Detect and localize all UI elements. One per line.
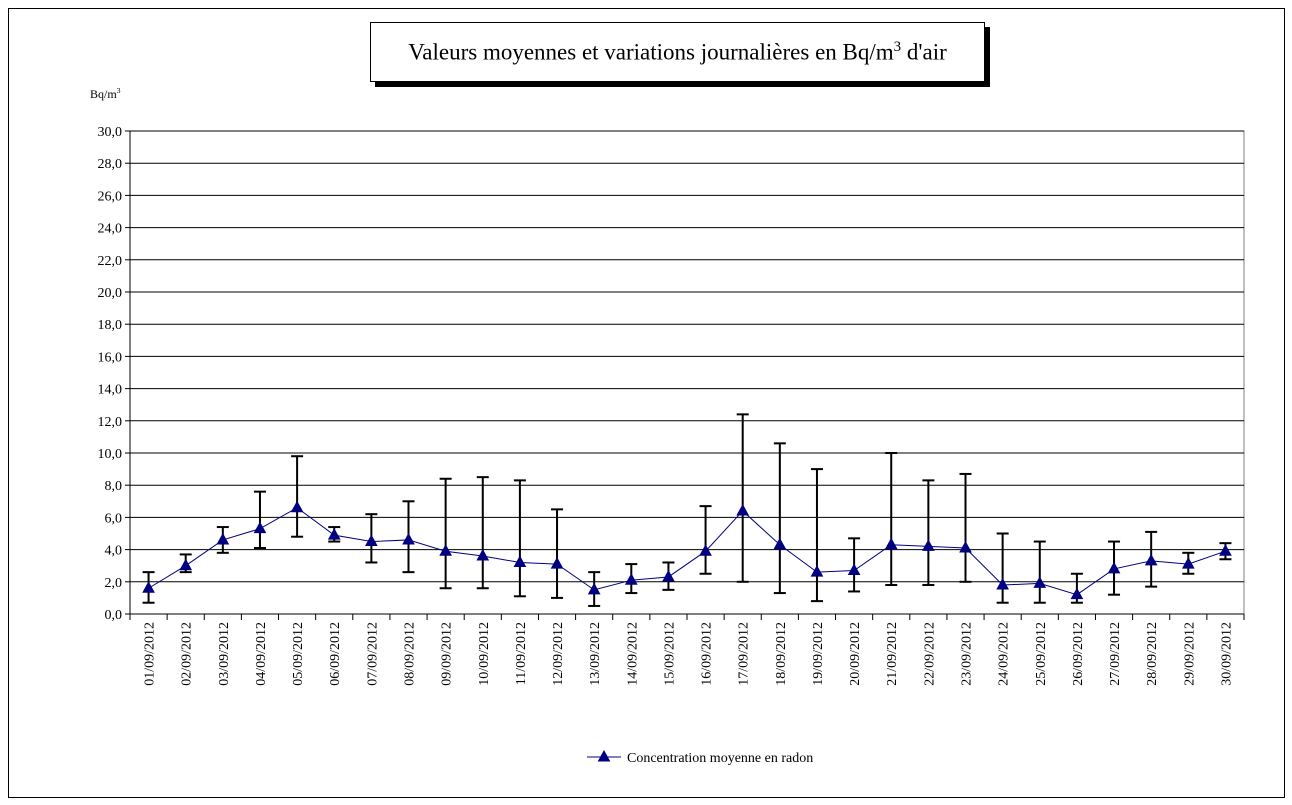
x-tick-label: 11/09/2012 <box>514 622 529 685</box>
data-point <box>810 565 824 577</box>
x-tick-label: 26/09/2012 <box>1071 622 1086 686</box>
x-tick-label: 23/09/2012 <box>960 622 975 686</box>
y-tick-label: 8,0 <box>105 479 123 494</box>
x-tick-label: 10/09/2012 <box>477 622 492 686</box>
data-point <box>1033 576 1047 588</box>
x-tick-label: 24/09/2012 <box>997 622 1012 686</box>
y-tick-label: 4,0 <box>105 544 123 559</box>
data-point <box>922 539 935 551</box>
x-tick-label: 15/09/2012 <box>662 622 677 686</box>
y-tick-label: 26,0 <box>98 189 123 204</box>
y-axis-label: Bq/m3 <box>90 86 121 102</box>
y-axis-label-superscript: 3 <box>116 86 121 95</box>
x-tick-label: 05/09/2012 <box>291 622 306 686</box>
data-point <box>439 544 452 556</box>
data-point <box>290 500 304 513</box>
data-point <box>327 528 341 540</box>
y-tick-label: 14,0 <box>98 383 123 398</box>
y-tick-label: 2,0 <box>105 576 123 591</box>
x-tick-label: 13/09/2012 <box>588 622 603 686</box>
x-tick-label: 07/09/2012 <box>365 622 380 686</box>
data-point <box>1070 587 1084 600</box>
x-tick-label: 27/09/2012 <box>1108 622 1123 686</box>
x-tick-label: 28/09/2012 <box>1145 622 1160 686</box>
x-tick-label: 08/09/2012 <box>403 622 418 686</box>
x-tick-label: 04/09/2012 <box>254 622 269 686</box>
data-point <box>959 540 972 553</box>
series-line <box>148 507 1226 596</box>
x-tick-label: 02/09/2012 <box>180 622 195 686</box>
chart-title-box: Valeurs moyennes et variations journaliè… <box>370 22 985 82</box>
x-tick-label: 20/09/2012 <box>848 622 863 686</box>
data-point <box>476 549 490 561</box>
data-point <box>1219 544 1232 556</box>
y-tick-label: 12,0 <box>98 415 123 430</box>
legend-label: Concentration moyenne en radon <box>627 751 813 766</box>
x-tick-label: 29/09/2012 <box>1182 622 1197 686</box>
x-tick-label: 25/09/2012 <box>1034 622 1049 686</box>
y-tick-label: 16,0 <box>98 350 123 365</box>
chart-title-text: Valeurs moyennes et variations journaliè… <box>408 39 894 65</box>
x-tick-label: 03/09/2012 <box>217 622 232 686</box>
data-point <box>699 544 712 556</box>
x-tick-label: 09/09/2012 <box>440 622 455 686</box>
chart-frame <box>8 8 1285 798</box>
plot-area <box>129 130 1245 615</box>
data-point <box>996 577 1009 590</box>
x-tick-label: 17/09/2012 <box>737 622 752 686</box>
chart-title: Valeurs moyennes et variations journaliè… <box>408 39 947 66</box>
data-point <box>1181 557 1195 569</box>
y-tick-label: 24,0 <box>98 222 123 237</box>
data-point <box>587 582 601 595</box>
x-tick-label: 01/09/2012 <box>143 622 158 686</box>
x-tick-label: 21/09/2012 <box>885 622 900 686</box>
x-tick-label: 22/09/2012 <box>922 622 937 686</box>
x-tick-label: 30/09/2012 <box>1219 622 1234 686</box>
x-tick-label: 19/09/2012 <box>811 622 826 686</box>
chart-title-tail: d'air <box>901 39 947 65</box>
legend-marker <box>597 749 611 762</box>
data-point <box>773 537 787 550</box>
data-point <box>179 558 193 571</box>
data-point <box>253 521 267 534</box>
y-tick-label: 18,0 <box>98 318 123 333</box>
x-tick-label: 12/09/2012 <box>551 622 566 686</box>
y-tick-label: 10,0 <box>98 447 123 462</box>
y-tick-label: 0,0 <box>105 608 123 623</box>
x-tick-label: 14/09/2012 <box>625 622 640 686</box>
data-point <box>550 557 564 569</box>
data-point <box>847 563 861 576</box>
y-tick-label: 6,0 <box>105 511 123 526</box>
data-point <box>365 534 378 547</box>
x-tick-label: 06/09/2012 <box>328 622 343 686</box>
data-point <box>884 537 898 550</box>
data-point <box>1144 553 1158 566</box>
data-point <box>662 569 675 582</box>
data-point <box>1107 561 1121 574</box>
data-point <box>216 532 230 545</box>
y-tick-label: 22,0 <box>98 254 123 269</box>
data-point <box>513 555 527 567</box>
x-tick-label: 18/09/2012 <box>774 622 789 686</box>
data-point <box>736 503 750 516</box>
y-tick-label: 28,0 <box>98 157 123 172</box>
data-point <box>402 532 415 545</box>
chart-title-superscript: 3 <box>893 38 902 55</box>
data-point <box>142 581 155 593</box>
data-point <box>624 573 638 585</box>
x-tick-label: 16/09/2012 <box>700 622 715 686</box>
y-axis-label-text: Bq/m <box>90 87 117 101</box>
y-tick-label: 30,0 <box>98 125 123 140</box>
y-tick-label: 20,0 <box>98 286 123 301</box>
